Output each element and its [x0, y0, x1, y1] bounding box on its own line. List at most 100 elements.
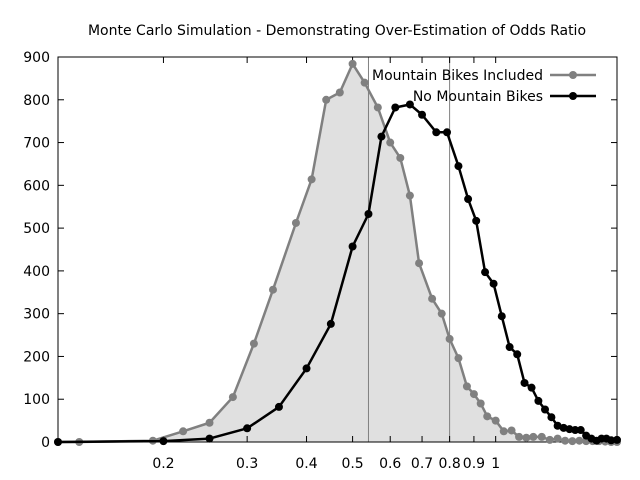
x-tick-label: 0.5 [341, 456, 363, 472]
legend-label-no-mountain-bikes: No Mountain Bikes [413, 89, 543, 105]
data-point-mountain-bikes-included [454, 354, 463, 363]
x-tick-label: 0.2 [152, 456, 174, 472]
reference-lines [367, 57, 451, 442]
x-tick-label: 0.3 [236, 456, 258, 472]
y-tick-label: 900 [23, 50, 50, 66]
data-point-mountain-bikes-included [405, 191, 414, 200]
data-point-mountain-bikes-included [491, 416, 500, 425]
data-point-mountain-bikes-included [545, 435, 554, 444]
y-tick-label: 600 [23, 178, 50, 194]
data-point-no-mountain-bikes [326, 319, 335, 328]
data-point-no-mountain-bikes [432, 128, 441, 137]
data-point-mountain-bikes-included [469, 390, 478, 399]
data-point-no-mountain-bikes [205, 434, 214, 443]
data-point-no-mountain-bikes [274, 402, 283, 411]
legend-marker-no-mountain-bikes [569, 92, 577, 100]
data-point-mountain-bikes-included [553, 434, 562, 443]
data-point-no-mountain-bikes [377, 132, 386, 141]
data-point-mountain-bikes-included [249, 339, 258, 348]
y-tick-label: 800 [23, 93, 50, 109]
data-point-no-mountain-bikes [613, 435, 621, 444]
axes: 0 100 200 300 400 500 600 700 800 900 0.2 0.3 0.4 0.5… [23, 50, 618, 472]
data-point-mountain-bikes-included [499, 427, 508, 436]
data-point-mountain-bikes-included [515, 432, 524, 441]
data-point-mountain-bikes-included [415, 259, 424, 268]
data-point-no-mountain-bikes [443, 128, 452, 137]
data-point-no-mountain-bikes [576, 426, 585, 435]
data-point-no-mountain-bikes [553, 421, 562, 430]
data-point-no-mountain-bikes [464, 195, 473, 204]
data-point-no-mountain-bikes [607, 436, 616, 445]
data-point-mountain-bikes-included [568, 437, 577, 446]
legend: Mountain Bikes Included No Mountain Bikes [372, 68, 596, 105]
data-point-mountain-bikes-included [205, 418, 214, 427]
legend-marker-mountain-bikes-included [569, 71, 577, 79]
data-point-no-mountain-bikes [571, 426, 580, 435]
data-point-mountain-bikes-included [360, 78, 369, 87]
data-point-mountain-bikes-included [483, 412, 492, 421]
y-tick-label: 400 [23, 264, 50, 280]
x-tick-label: 0.8 [438, 456, 460, 472]
y-tick-label: 100 [23, 392, 50, 408]
data-point-mountain-bikes-included [322, 95, 331, 104]
data-point-no-mountain-bikes [520, 378, 529, 387]
data-point-mountain-bikes-included [445, 334, 454, 343]
data-point-mountain-bikes-included [537, 432, 546, 441]
data-point-mountain-bikes-included [575, 436, 584, 445]
data-point-mountain-bikes-included [335, 88, 344, 97]
data-point-no-mountain-bikes [472, 216, 481, 225]
data-point-mountain-bikes-included [373, 103, 382, 112]
data-point-no-mountain-bikes [418, 110, 427, 119]
data-point-no-mountain-bikes [159, 437, 168, 446]
y-tick-label: 500 [23, 221, 50, 237]
data-point-mountain-bikes-included [291, 218, 300, 227]
y-tick-label: 200 [23, 349, 50, 365]
data-point-mountain-bikes-included [268, 285, 277, 294]
data-point-mountain-bikes-included [437, 309, 446, 318]
data-point-no-mountain-bikes [505, 343, 514, 352]
data-point-no-mountain-bikes [243, 424, 252, 433]
series-layer [54, 59, 621, 446]
data-point-mountain-bikes-included [507, 426, 516, 435]
data-point-mountain-bikes-included [228, 393, 237, 402]
y-tick-label: 0 [41, 435, 50, 451]
data-point-no-mountain-bikes [348, 242, 357, 251]
x-tick-label: 0.4 [295, 456, 317, 472]
x-tick-label: 0.9 [463, 456, 485, 472]
data-point-no-mountain-bikes [541, 405, 550, 414]
y-tick-label: 300 [23, 307, 50, 323]
data-point-no-mountain-bikes [454, 162, 463, 171]
data-point-no-mountain-bikes [405, 100, 414, 109]
y-tick-label: 700 [23, 136, 50, 152]
data-point-no-mountain-bikes [481, 268, 490, 277]
data-point-no-mountain-bikes [497, 312, 506, 321]
data-point-mountain-bikes-included [529, 432, 538, 441]
data-point-no-mountain-bikes [302, 364, 311, 373]
plot-border [57, 56, 618, 443]
data-point-mountain-bikes-included [561, 436, 570, 445]
data-point-no-mountain-bikes [527, 383, 536, 392]
data-point-no-mountain-bikes [547, 413, 556, 422]
data-point-mountain-bikes-included [476, 399, 485, 408]
data-point-mountain-bikes-included [522, 433, 531, 442]
area-fill-mountain-bikes-included [58, 63, 617, 443]
legend-label-mountain-bikes-included: Mountain Bikes Included [372, 68, 543, 84]
data-point-mountain-bikes-included [179, 427, 188, 436]
data-point-mountain-bikes-included [428, 294, 437, 303]
data-point-no-mountain-bikes [54, 438, 62, 446]
data-point-mountain-bikes-included [348, 59, 357, 68]
data-point-mountain-bikes-included [396, 153, 405, 162]
data-point-no-mountain-bikes [534, 396, 543, 405]
data-point-mountain-bikes-included [462, 382, 471, 391]
data-point-mountain-bikes-included [386, 138, 395, 147]
x-tick-label: 0.7 [411, 456, 433, 472]
data-point-no-mountain-bikes [489, 279, 498, 288]
chart-title: Monte Carlo Simulation - Demonstrating O… [88, 23, 586, 39]
data-point-no-mountain-bikes [391, 103, 400, 112]
fill-layer [58, 63, 617, 443]
data-point-no-mountain-bikes [364, 209, 373, 218]
data-point-mountain-bikes-included [307, 175, 316, 184]
data-point-no-mountain-bikes [513, 350, 522, 359]
x-tick-label: 1 [491, 456, 500, 472]
